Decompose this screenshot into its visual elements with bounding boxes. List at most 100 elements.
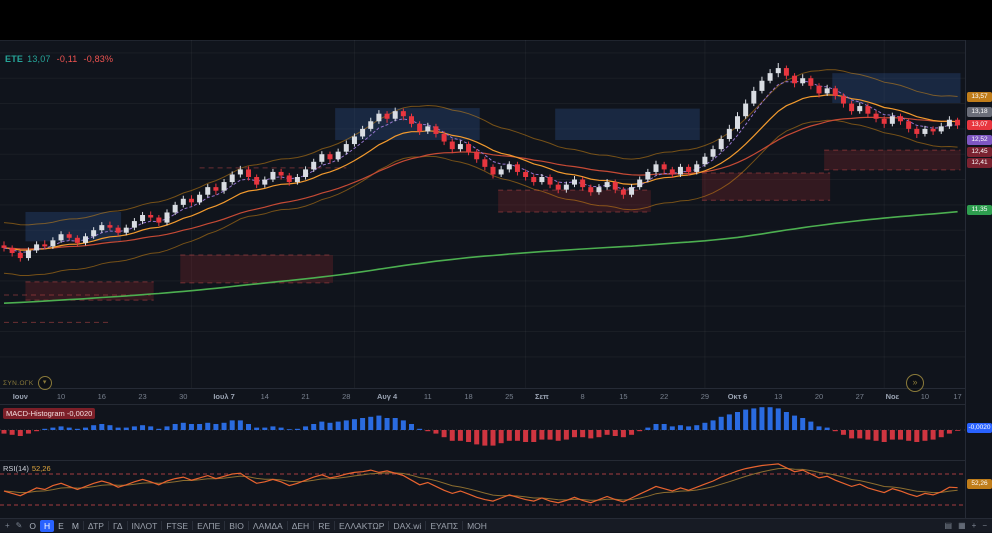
macd-bar: [677, 425, 683, 430]
demand-zone: [824, 150, 961, 170]
ticker-tab[interactable]: ΕΛΠΕ: [197, 520, 221, 531]
price-scale-badge: 12,52: [967, 135, 992, 145]
candle: [246, 166, 251, 181]
macd-bar: [262, 427, 268, 430]
candle: [482, 156, 488, 171]
supply-zone: [25, 211, 122, 242]
go-to-realtime-button[interactable]: »: [906, 374, 924, 392]
macd-bar: [360, 418, 366, 430]
timeframe-button-Μ[interactable]: Μ: [71, 520, 79, 531]
candle: [205, 184, 211, 198]
ticker-tab[interactable]: ΕΥΑΠΣ: [430, 520, 459, 531]
macd-label-text: MACD-Histogram: [6, 409, 65, 418]
macd-bar: [832, 430, 838, 432]
macd-bar: [197, 424, 203, 430]
candle: [262, 176, 268, 188]
time-axis-label: 16: [97, 392, 106, 401]
candle: [775, 63, 781, 78]
pane-separator[interactable]: [0, 404, 992, 405]
candle: [74, 235, 80, 247]
macd-bar: [343, 420, 349, 430]
candle: [930, 126, 936, 135]
macd-bar: [99, 424, 105, 430]
candle: [539, 173, 545, 185]
candle: [131, 218, 137, 231]
candle: [83, 233, 88, 246]
candle: [669, 166, 675, 179]
timeframe-button-Ε[interactable]: Ε: [58, 520, 64, 531]
macd-bar: [759, 407, 765, 430]
timeframe-button-Ο[interactable]: Ο: [29, 520, 36, 531]
candle: [156, 214, 162, 227]
demand-zone: [25, 281, 154, 301]
crosshair-icon[interactable]: +: [5, 521, 10, 530]
candle: [425, 122, 431, 134]
macd-bar: [612, 430, 618, 436]
candle: [123, 224, 129, 236]
bar-columns-icon[interactable]: ▤: [944, 521, 953, 530]
price-scale-badge: 52,26: [967, 479, 992, 489]
ticker-tab[interactable]: ΙΝΛΟΤ: [131, 520, 158, 531]
macd-bar: [66, 427, 72, 430]
macd-bar: [156, 428, 162, 430]
candle: [107, 221, 113, 231]
ticker-tab[interactable]: ΛΑΜΔΑ: [252, 520, 283, 531]
rsi-pane-canvas[interactable]: [0, 461, 965, 518]
ticker-tab[interactable]: ΔΤΡ: [87, 520, 104, 531]
zones-layer: [4, 73, 961, 323]
ticker-tab[interactable]: ΜΟΗ: [467, 520, 487, 531]
grid-layout-icon[interactable]: ▦: [958, 521, 966, 530]
candle: [620, 187, 626, 199]
toolbar-divider: [224, 521, 226, 530]
ticker-tab[interactable]: DAX.wi: [393, 520, 422, 531]
ticker-tab[interactable]: ΒΙΟ: [229, 520, 244, 531]
ticker-tab[interactable]: FTSE: [166, 520, 189, 531]
macd-bar: [254, 427, 260, 430]
price-chart-canvas[interactable]: [0, 40, 965, 388]
time-axis-label: 10: [56, 392, 66, 401]
ticker-tab[interactable]: RE: [318, 520, 330, 531]
macd-bar: [25, 430, 31, 434]
timeframe-button-Η[interactable]: Η: [40, 519, 55, 532]
toolbar-divider: [107, 521, 109, 530]
macd-bar: [580, 430, 586, 438]
collapse-indicator-button[interactable]: ▾: [37, 376, 52, 390]
time-axis[interactable]: Ιουν 10 16 23 30 Ιουλ 7 14 21 28 Αυγ 4 11 18 25 Σεπ 8 1…: [0, 388, 965, 405]
macd-bar: [392, 418, 398, 430]
macd-bar: [409, 424, 414, 430]
time-axis-label: 15: [619, 392, 628, 401]
zoom-in-icon[interactable]: +: [971, 521, 977, 530]
macd-bar: [34, 430, 40, 432]
toolbar-divider: [462, 521, 464, 530]
candle: [743, 99, 749, 119]
pane-separator[interactable]: [0, 460, 992, 461]
candle: [873, 110, 879, 123]
ticker-tab[interactable]: ΓΔ: [112, 520, 123, 531]
macd-bar: [91, 425, 97, 430]
macd-bar: [922, 430, 928, 441]
macd-bar: [449, 430, 455, 441]
macd-bar: [466, 430, 472, 442]
ticker-tab[interactable]: ΕΛΛΑΚΤΩΡ: [339, 520, 385, 531]
macd-bar: [555, 430, 561, 441]
rsi-ma-line: [3, 467, 958, 501]
macd-bar: [898, 430, 903, 440]
pencil-icon[interactable]: ✎: [15, 521, 23, 530]
candle: [66, 231, 72, 241]
zoom-out-icon[interactable]: −: [982, 521, 987, 530]
macd-bar: [58, 426, 64, 430]
macd-bar: [17, 430, 23, 436]
macd-pane-canvas[interactable]: [0, 405, 965, 460]
candle: [327, 151, 333, 164]
macd-bar: [384, 418, 390, 430]
ticker-tab[interactable]: ΔΕΗ: [291, 520, 310, 531]
candle: [572, 175, 577, 188]
candle: [197, 191, 203, 205]
candle: [865, 103, 871, 118]
candle: [881, 116, 887, 128]
macd-bar: [42, 428, 48, 430]
candle: [237, 165, 243, 178]
macd-bar: [620, 430, 626, 438]
price-scale[interactable]: 13,57 13,18 13,07 12,52 12,45 12,41 11,35 -0,00…: [965, 40, 992, 518]
